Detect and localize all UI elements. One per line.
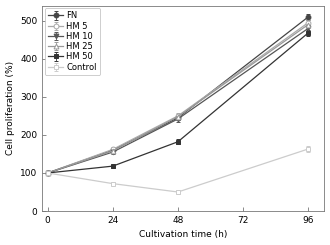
X-axis label: Cultivation time (h): Cultivation time (h) bbox=[139, 231, 227, 239]
Legend: FN, HM 5, HM 10, HM 25, HM 50, Control: FN, HM 5, HM 10, HM 25, HM 50, Control bbox=[45, 8, 100, 75]
Y-axis label: Cell proliferation (%): Cell proliferation (%) bbox=[6, 61, 15, 155]
